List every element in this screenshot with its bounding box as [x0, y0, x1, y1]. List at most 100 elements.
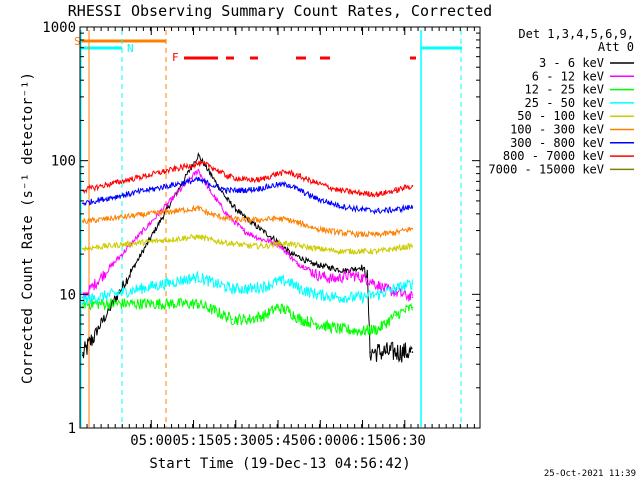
data-point-300-800-kev: [197, 178, 200, 181]
data-point-6-12-kev: [411, 296, 414, 299]
data-point-800-7000-kev: [360, 192, 363, 195]
data-point-25-50-kev: [298, 288, 301, 290]
data-point-6-12-kev: [366, 278, 369, 280]
data-point-3-6-kev: [298, 256, 301, 258]
data-point-300-800-kev: [360, 208, 363, 211]
data-point-25-50-kev: [231, 288, 233, 290]
data-point-12-25-kev: [248, 318, 250, 321]
legend-label: 25 - 50 keV: [525, 96, 604, 110]
data-point-800-7000-kev: [338, 189, 341, 192]
data-point-25-50-kev: [197, 276, 200, 278]
data-point-6-12-kev: [242, 229, 245, 232]
data-point-50-100-kev: [287, 242, 290, 245]
data-point-100-300-kev: [360, 233, 363, 236]
series-100-300-kev: [82, 204, 414, 239]
data-point-6-12-kev: [287, 253, 290, 255]
data-point-800-7000-kev: [298, 175, 301, 178]
data-point-100-300-kev: [82, 220, 84, 223]
data-point-50-100-kev: [231, 242, 233, 245]
data-point-800-7000-kev: [276, 172, 279, 175]
series-layer: [82, 151, 414, 363]
x-tick-label: 05:45: [257, 433, 299, 449]
legend-label: 300 - 800 keV: [510, 136, 604, 150]
data-point-300-800-kev: [242, 189, 245, 192]
data-point-800-7000-kev: [377, 193, 380, 196]
data-point-3-6-kev: [197, 154, 200, 156]
data-point-3-6-kev: [411, 351, 414, 353]
data-point-300-800-kev: [377, 210, 380, 212]
data-point-3-6-kev: [360, 266, 363, 268]
data-point-3-6-kev: [253, 224, 256, 226]
x-axis-label: Start Time (19-Dec-13 04:56:42): [149, 456, 410, 472]
legend-item-7000-15000-kev: 7000 - 15000 keV: [488, 162, 634, 176]
data-point-25-50-kev: [248, 288, 250, 290]
data-point-100-300-kev: [338, 231, 341, 234]
data-point-50-100-kev: [411, 245, 414, 247]
legend-label: 50 - 100 keV: [517, 109, 604, 123]
data-point-800-7000-kev: [208, 164, 211, 167]
chart-title: RHESSI Observing Summary Count Rates, Co…: [68, 2, 492, 20]
data-point-100-300-kev: [276, 217, 279, 220]
series-line-100-300-kev: [82, 204, 413, 239]
x-tick-label: 06:30: [384, 433, 426, 449]
data-point-3-6-kev: [214, 180, 216, 183]
y-tick-label: 100: [51, 154, 76, 170]
data-point-25-50-kev: [377, 293, 380, 296]
data-point-12-25-kev: [276, 306, 279, 309]
attenuator-bars: S N F: [74, 30, 462, 427]
data-point-6-12-kev: [315, 274, 318, 276]
data-point-50-100-kev: [82, 247, 84, 250]
data-point-6-12-kev: [197, 169, 200, 171]
axis-layer: 05:00 05:15 05:30 05:45 06:00 06:15 06:30 1 10 10…: [42, 20, 480, 449]
data-point-3-6-kev: [369, 351, 371, 353]
x-tick-label: 06:15: [341, 433, 383, 449]
legend-item-3-6-kev: 3 - 6 keV: [539, 56, 634, 70]
data-point-800-7000-kev: [197, 162, 200, 165]
data-point-800-7000-kev: [259, 178, 262, 181]
data-point-100-300-kev: [197, 207, 200, 210]
data-point-12-25-kev: [287, 310, 290, 312]
plot-frame: [79, 26, 481, 429]
x-tick-label: 05:00: [130, 433, 172, 449]
data-point-25-50-kev: [287, 280, 290, 283]
series-3-6-kev: [82, 151, 414, 363]
data-point-50-100-kev: [214, 240, 216, 242]
data-point-6-12-kev: [225, 213, 228, 215]
data-point-25-50-kev: [214, 282, 216, 285]
annotation-saa: S: [74, 35, 81, 48]
data-point-3-6-kev: [366, 274, 369, 276]
legend-header-line1: Det 1,3,4,5,6,9,: [518, 27, 634, 41]
series-line-25-50-kev: [82, 270, 413, 306]
data-point-300-800-kev: [259, 187, 262, 190]
x-tick-label: 05:30: [215, 433, 257, 449]
data-point-100-300-kev: [287, 219, 290, 221]
data-point-12-25-kev: [214, 310, 216, 312]
x-tick-label: 06:00: [299, 433, 341, 449]
legend-item-25-50-kev: 25 - 50 keV: [525, 96, 634, 110]
series-line-50-100-kev: [82, 233, 413, 256]
data-point-25-50-kev: [338, 296, 341, 299]
data-point-12-25-kev: [197, 303, 200, 305]
data-point-300-800-kev: [298, 189, 301, 192]
data-point-50-100-kev: [360, 250, 363, 253]
data-point-3-6-kev: [290, 253, 293, 255]
data-point-300-800-kev: [315, 197, 318, 200]
data-point-3-6-kev: [327, 266, 329, 268]
data-point-800-7000-kev: [287, 171, 290, 173]
data-point-300-800-kev: [208, 183, 211, 185]
data-point-25-50-kev: [360, 296, 363, 299]
data-point-3-6-kev: [225, 197, 228, 200]
data-point-25-50-kev: [265, 285, 267, 288]
series-25-50-kev: [82, 270, 414, 306]
y-axis-label: Corrected Count Rate (s⁻¹ detector⁻¹): [20, 72, 36, 384]
data-point-300-800-kev: [394, 208, 397, 211]
data-point-100-300-kev: [242, 219, 245, 221]
y-tick-label: 10: [59, 287, 76, 303]
series-line-12-25-kev: [82, 296, 413, 337]
annotation-flare: F: [172, 51, 179, 64]
data-point-6-12-kev: [349, 274, 352, 276]
legend-label: 12 - 25 keV: [525, 83, 604, 97]
data-point-100-300-kev: [394, 231, 397, 234]
